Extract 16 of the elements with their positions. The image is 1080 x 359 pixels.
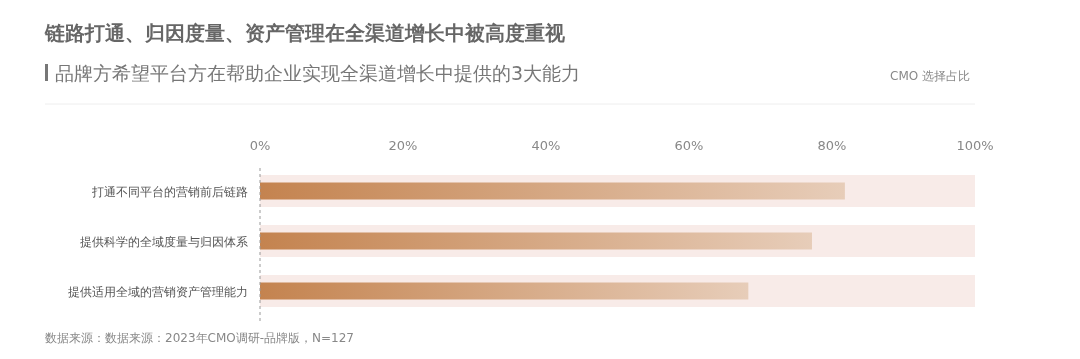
x-tick-label: 60% — [674, 138, 704, 153]
bar — [260, 232, 812, 250]
x-tick-label: 40% — [531, 138, 561, 153]
chart-title: 链路打通、归因度量、资产管理在全渠道增长中被高度重视 — [44, 21, 565, 45]
bar — [260, 282, 749, 300]
bar — [260, 182, 845, 200]
x-tick-label: 0% — [249, 138, 271, 153]
source-note: 数据来源：数据来源：2023年CMO调研-品牌版，N=127 — [45, 331, 354, 345]
y-tick-label: 提供科学的全域度量与归因体系 — [80, 235, 248, 249]
y-tick-label: 打通不同平台的营销前后链路 — [91, 185, 248, 199]
y-tick-label: 提供适用全域的营销资产管理能力 — [68, 285, 248, 299]
x-tick-label: 80% — [817, 138, 847, 153]
x-tick-label: 20% — [388, 138, 418, 153]
text: CMO 选择占比 — [890, 69, 970, 83]
x-tick-label: 100% — [956, 138, 994, 153]
chart-subtitle: 品牌方希望平台方在帮助企业实现全渠道增长中提供的3大能力 — [55, 62, 581, 84]
